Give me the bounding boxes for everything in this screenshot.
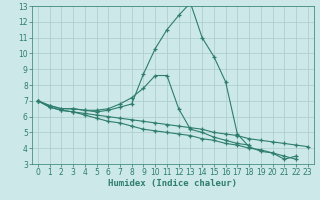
X-axis label: Humidex (Indice chaleur): Humidex (Indice chaleur) (108, 179, 237, 188)
